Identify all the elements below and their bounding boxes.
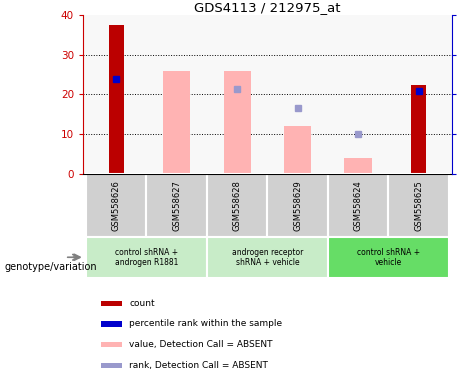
Text: GSM558628: GSM558628 — [233, 180, 242, 231]
Text: control shRNA +
vehicle: control shRNA + vehicle — [357, 248, 420, 267]
Bar — [328, 237, 449, 278]
Text: androgen receptor
shRNA + vehicle: androgen receptor shRNA + vehicle — [232, 248, 303, 267]
Text: GSM558627: GSM558627 — [172, 180, 181, 231]
Bar — [163, 71, 190, 174]
Bar — [267, 174, 328, 237]
Bar — [328, 174, 388, 237]
Bar — [344, 158, 372, 174]
Bar — [207, 174, 267, 237]
Text: rank, Detection Call = ABSENT: rank, Detection Call = ABSENT — [129, 361, 268, 370]
Bar — [284, 126, 311, 174]
Text: GSM558625: GSM558625 — [414, 180, 423, 231]
Bar — [411, 84, 426, 174]
Bar — [147, 174, 207, 237]
Bar — [86, 174, 147, 237]
Bar — [101, 321, 122, 326]
Bar — [101, 342, 122, 347]
Text: GSM558626: GSM558626 — [112, 180, 121, 231]
Bar — [207, 237, 328, 278]
Text: value, Detection Call = ABSENT: value, Detection Call = ABSENT — [129, 340, 272, 349]
Bar — [388, 174, 449, 237]
Bar — [101, 362, 122, 368]
Text: genotype/variation: genotype/variation — [5, 262, 97, 272]
Bar — [109, 25, 124, 174]
Text: GSM558629: GSM558629 — [293, 180, 302, 231]
Bar — [101, 301, 122, 306]
Text: count: count — [129, 299, 155, 308]
Text: control shRNA +
androgen R1881: control shRNA + androgen R1881 — [115, 248, 178, 267]
Title: GDS4113 / 212975_at: GDS4113 / 212975_at — [194, 1, 341, 14]
Bar — [86, 237, 207, 278]
Bar — [224, 71, 251, 174]
Text: GSM558624: GSM558624 — [354, 180, 362, 231]
Text: percentile rank within the sample: percentile rank within the sample — [129, 319, 282, 328]
